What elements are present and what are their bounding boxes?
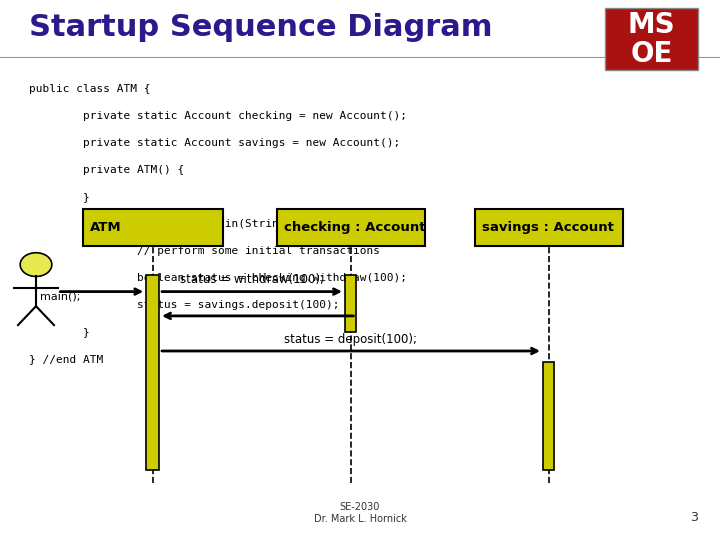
Text: main();: main(); bbox=[40, 291, 80, 301]
Text: }: } bbox=[29, 192, 89, 202]
Bar bbox=[146, 275, 159, 470]
Text: // perform some initial transactions: // perform some initial transactions bbox=[29, 246, 380, 256]
Text: checking : Account: checking : Account bbox=[284, 221, 426, 234]
Text: SE-2030
Dr. Mark L. Hornick: SE-2030 Dr. Mark L. Hornick bbox=[314, 502, 406, 524]
Text: private static Account savings = new Account();: private static Account savings = new Acc… bbox=[29, 138, 400, 148]
Bar bbox=[345, 275, 356, 332]
Bar bbox=[475, 209, 623, 246]
Bar bbox=[277, 209, 425, 246]
Text: private ATM() {: private ATM() { bbox=[29, 165, 184, 175]
Bar bbox=[83, 209, 223, 246]
Text: savings : Account: savings : Account bbox=[482, 221, 614, 234]
Text: public class ATM {: public class ATM { bbox=[29, 84, 150, 94]
Bar bbox=[543, 362, 554, 470]
Text: } //end ATM: } //end ATM bbox=[29, 354, 103, 364]
Text: ATM: ATM bbox=[90, 221, 122, 234]
Text: boolean status = checking.withdraw(100);: boolean status = checking.withdraw(100); bbox=[29, 273, 407, 283]
Text: status = deposit(100);: status = deposit(100); bbox=[284, 333, 418, 346]
Text: public static void main(String[] args) {: public static void main(String[] args) { bbox=[29, 219, 353, 229]
Bar bbox=[605, 8, 698, 70]
Text: MS
OE: MS OE bbox=[628, 11, 675, 68]
Text: Startup Sequence Diagram: Startup Sequence Diagram bbox=[29, 14, 492, 43]
Circle shape bbox=[20, 253, 52, 276]
Text: status = withdraw(100);: status = withdraw(100); bbox=[180, 273, 324, 286]
Text: private static Account checking = new Account();: private static Account checking = new Ac… bbox=[29, 111, 407, 121]
Text: }: } bbox=[29, 327, 89, 337]
Text: 3: 3 bbox=[690, 511, 698, 524]
Text: status = savings.deposit(100);: status = savings.deposit(100); bbox=[29, 300, 339, 310]
